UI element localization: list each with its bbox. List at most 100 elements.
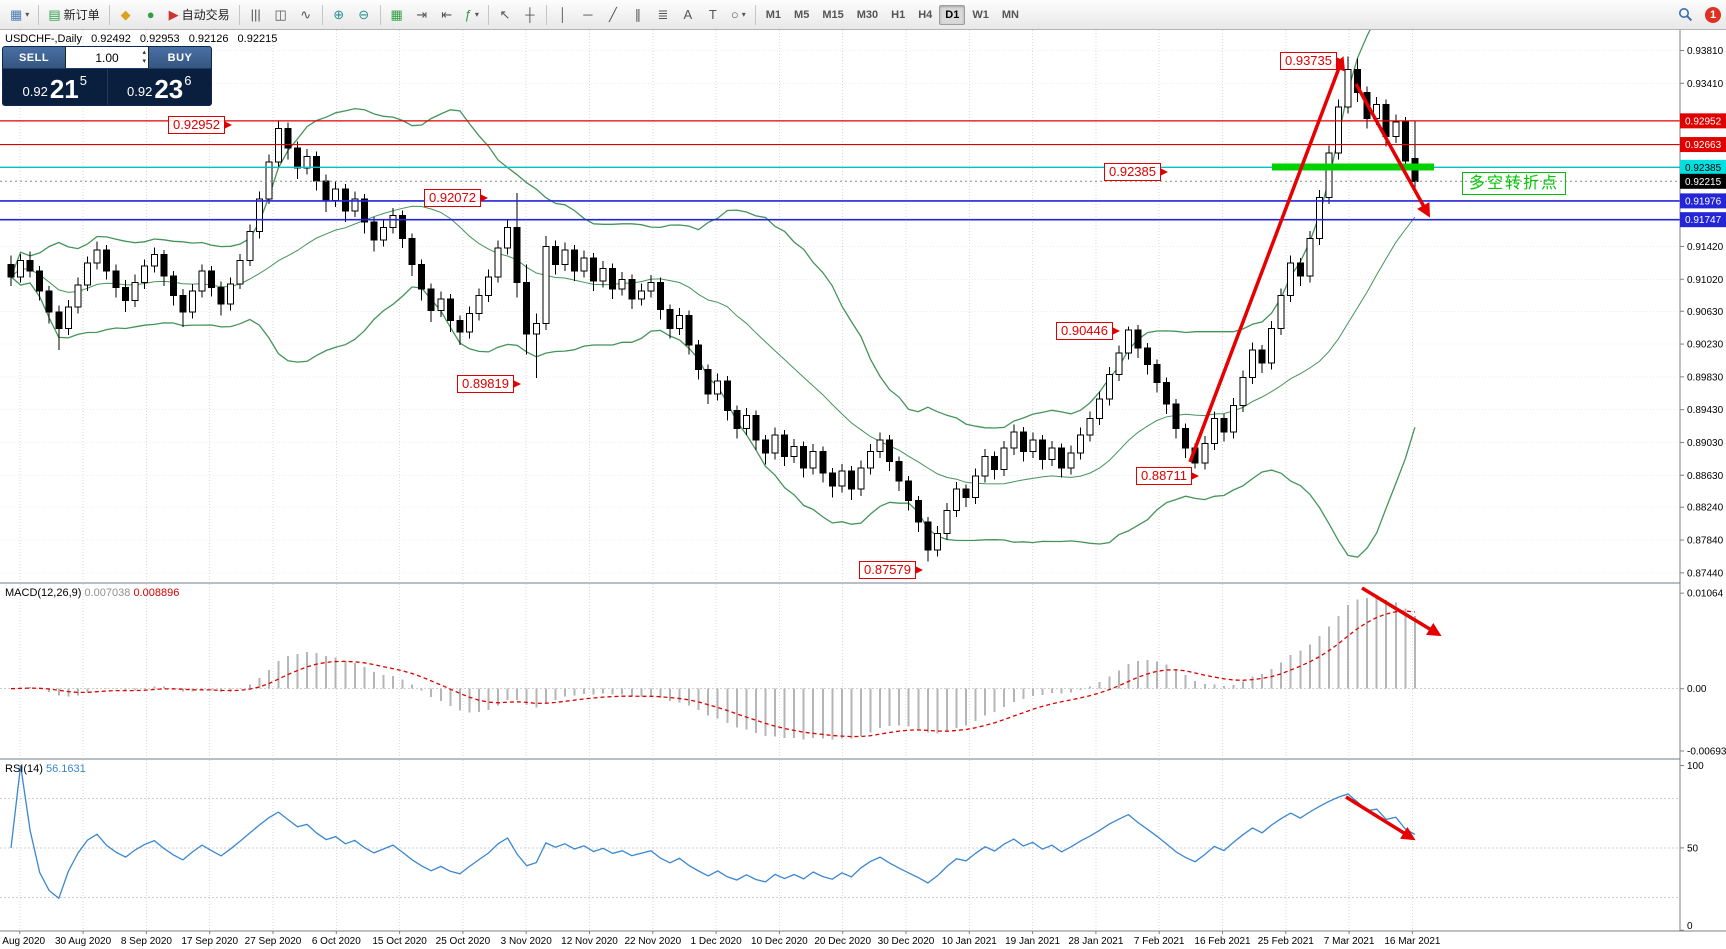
timeframe-m15-button[interactable]: M15: [822, 8, 844, 21]
svg-text:25 Oct 2020: 25 Oct 2020: [436, 936, 491, 947]
ohlc-close: 0.92215: [237, 33, 278, 45]
panel-separator[interactable]: [0, 758, 1726, 760]
price-callout[interactable]: 0.92952: [168, 116, 232, 134]
toolbar-separator: [321, 4, 323, 25]
svg-text:0.88630: 0.88630: [1687, 471, 1724, 482]
line-chart-button[interactable]: ∿: [294, 3, 318, 27]
svg-text:15 Oct 2020: 15 Oct 2020: [372, 936, 427, 947]
toolbar-separator: [754, 4, 756, 25]
svg-text:30 Aug 2020: 30 Aug 2020: [55, 936, 112, 947]
svg-text:-0.006934: -0.006934: [1687, 746, 1726, 757]
price-callout[interactable]: 0.92072: [424, 189, 488, 207]
chevron-down-icon: ▾: [741, 10, 746, 19]
volume-input[interactable]: 1.00 ▴ ▾: [65, 47, 149, 68]
trendline-tool-button[interactable]: ╱: [601, 3, 625, 27]
label-tool-button[interactable]: T: [701, 3, 725, 27]
svg-text:0.91747: 0.91747: [1685, 215, 1722, 226]
fibonacci-tool-button[interactable]: ≣: [651, 3, 675, 27]
chart-window-icon: ▦: [10, 7, 23, 22]
sell-price-big: 21: [49, 74, 79, 104]
chevron-down-icon: ▾: [25, 10, 30, 19]
search-icon: [1679, 8, 1693, 22]
svg-text:16 Feb 2021: 16 Feb 2021: [1194, 936, 1251, 947]
timeframe-h1-button[interactable]: H1: [891, 8, 906, 21]
timeframe-w1-button[interactable]: W1: [972, 8, 989, 21]
svg-text:0.93810: 0.93810: [1687, 46, 1724, 57]
zoom-in-button[interactable]: ⊕: [327, 3, 351, 27]
trend-arrow-up[interactable]: [1188, 56, 1346, 463]
rsi-indicator-label: RSI(14) 56.1631: [5, 763, 86, 775]
bar-chart-button[interactable]: |||: [244, 3, 268, 27]
indicators-button[interactable]: ƒ ▾: [460, 3, 484, 27]
panel-separator[interactable]: [0, 582, 1726, 584]
channel-icon: ∥: [634, 7, 642, 22]
volume-down-icon[interactable]: ▾: [142, 58, 146, 65]
search-button[interactable]: [1673, 3, 1698, 27]
sell-button[interactable]: 0.92 21 5: [3, 69, 108, 105]
volume-spinner[interactable]: ▴ ▾: [142, 48, 146, 66]
toolbar-separator: [238, 4, 240, 25]
candlestick-button[interactable]: ◫: [269, 3, 293, 27]
macd-arrow-down[interactable]: [1361, 586, 1442, 637]
auto-scroll-icon: ⇥: [416, 7, 428, 22]
autotrading-button[interactable]: ▶ 自动交易: [164, 3, 235, 27]
cursor-tool-button[interactable]: ↖: [493, 3, 517, 27]
timeframe-m5-button[interactable]: M5: [794, 8, 810, 21]
buy-button[interactable]: 0.92 23 6: [108, 69, 212, 105]
svg-text:0.89030: 0.89030: [1687, 438, 1724, 449]
volume-up-icon[interactable]: ▴: [142, 49, 146, 56]
price-callout[interactable]: 0.93735: [1280, 52, 1344, 70]
horizontal-line-icon: ─: [583, 7, 593, 22]
chart-shift-button[interactable]: ⇤: [435, 3, 459, 27]
svg-text:0.88240: 0.88240: [1687, 503, 1724, 514]
text-icon: A: [683, 7, 693, 22]
vline-tool-button[interactable]: │: [551, 3, 575, 27]
crosshair-tool-button[interactable]: ┼: [518, 3, 542, 27]
svg-text:0.89830: 0.89830: [1687, 372, 1724, 383]
timeframe-m1-button[interactable]: M1: [765, 8, 782, 21]
timeframe-h4-button[interactable]: H4: [918, 8, 933, 21]
sell-price-pip: 5: [79, 73, 87, 88]
bars-icon: |||: [250, 7, 261, 22]
trendline-icon: ╱: [608, 7, 617, 22]
trend-arrows[interactable]: [1188, 56, 1442, 841]
svg-text:20 Dec 2020: 20 Dec 2020: [814, 936, 871, 947]
price-callout[interactable]: 0.87579: [859, 561, 923, 579]
new-order-icon: ▤: [48, 7, 61, 22]
svg-text:0.01064: 0.01064: [1687, 589, 1724, 600]
sell-price-prefix: 0.92: [22, 84, 48, 99]
svg-text:0.90630: 0.90630: [1687, 307, 1724, 318]
tile-windows-button[interactable]: ▦: [385, 3, 409, 27]
notification-badge[interactable]: 1: [1705, 6, 1721, 23]
chart-windows-button[interactable]: ▦ ▾: [5, 3, 34, 27]
zoom-out-button[interactable]: ⊖: [352, 3, 376, 27]
svg-text:10 Jan 2021: 10 Jan 2021: [942, 936, 997, 947]
svg-text:6 Oct 2020: 6 Oct 2020: [312, 936, 361, 947]
price-callout[interactable]: 0.90446: [1056, 322, 1120, 340]
svg-text:28 Jan 2021: 28 Jan 2021: [1068, 936, 1123, 947]
zoom-in-icon: ⊕: [333, 7, 345, 22]
timeframe-mn-button[interactable]: MN: [1001, 8, 1019, 21]
indicators-icon: ƒ: [464, 7, 472, 22]
turning-point-label[interactable]: 多空转折点: [1462, 172, 1567, 195]
svg-text:0: 0: [1687, 921, 1693, 932]
price-callout[interactable]: 0.88711: [1136, 467, 1200, 485]
crosshair-icon: ┼: [525, 7, 535, 22]
text-tool-button[interactable]: A: [676, 3, 700, 27]
auto-scroll-button[interactable]: ⇥: [410, 3, 434, 27]
new-order-button[interactable]: ▤ 新订单: [43, 3, 104, 27]
svg-text:17 Sep 2020: 17 Sep 2020: [181, 936, 238, 947]
hline-tool-button[interactable]: ─: [576, 3, 600, 27]
quotes-button[interactable]: ◆: [114, 3, 138, 27]
trend-arrow-down[interactable]: [1354, 83, 1431, 218]
shapes-tool-button[interactable]: ○ ▾: [726, 3, 751, 27]
price-callout[interactable]: 0.89819: [457, 375, 521, 393]
price-callout[interactable]: 0.92385: [1104, 163, 1168, 181]
rsi-arrow-down[interactable]: [1345, 795, 1416, 841]
channel-tool-button[interactable]: ∥: [626, 3, 650, 27]
rsi-value: 56.1631: [45, 763, 86, 775]
timeframe-d1-button[interactable]: D1: [939, 4, 966, 25]
timeframe-m30-button[interactable]: M30: [856, 8, 879, 21]
market-watch-button[interactable]: ●: [139, 3, 163, 27]
